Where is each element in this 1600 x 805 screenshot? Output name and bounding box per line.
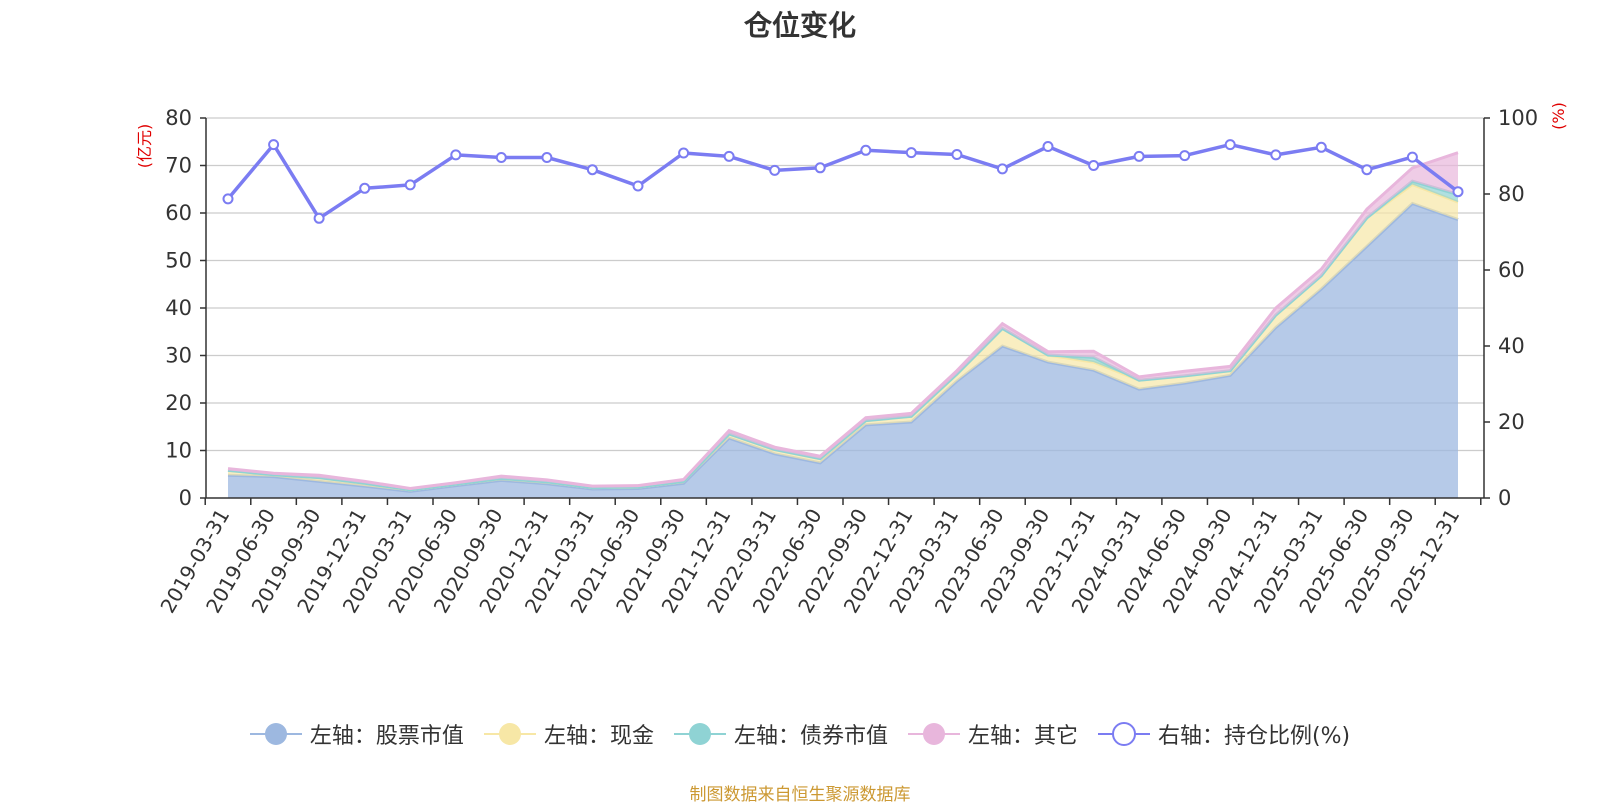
left-tick-label: 80 — [165, 106, 192, 130]
source-note: 制图数据来自恒生聚源数据库 — [689, 785, 911, 805]
ratio-point — [1361, 164, 1373, 176]
left-tick-label: 10 — [165, 439, 192, 463]
ratio-point — [359, 182, 371, 194]
ratio-point — [905, 147, 917, 159]
ratio-point — [1452, 186, 1464, 198]
legend-item-other[interactable]: 左轴：其它 — [907, 718, 1078, 750]
legend-item-bond[interactable]: 左轴：债券市值 — [673, 718, 888, 750]
ratio-point — [222, 193, 234, 205]
left-tick-label: 40 — [165, 296, 192, 320]
ratio-point — [541, 152, 553, 163]
legend-swatch-cash — [483, 723, 536, 745]
ratio-point — [1042, 141, 1054, 152]
left-tick-label: 50 — [165, 249, 192, 273]
right-tick-label: 100 — [1498, 106, 1538, 130]
ratio-point — [586, 164, 598, 176]
ratio-point — [814, 162, 826, 174]
legend-item-stock[interactable]: 左轴：股票市值 — [249, 718, 464, 750]
ratio-point — [1315, 141, 1327, 153]
ratio-point — [268, 139, 280, 151]
ratio-point — [1270, 149, 1282, 161]
chart-legend: 左轴：股票市值 左轴：现金 左轴：债券市值 左轴：其它 右轴：持仓比例(%) — [0, 718, 1600, 750]
ratio-point — [769, 164, 781, 176]
legend-label-ratio: 右轴：持仓比例(%) — [1157, 724, 1351, 749]
left-tick-label: 30 — [165, 344, 192, 368]
ratio-point — [678, 147, 690, 159]
legend-label-bond: 左轴：债券市值 — [733, 724, 888, 749]
ratio-point — [1133, 150, 1145, 162]
legend-swatch-ratio — [1097, 722, 1150, 746]
right-tick-label: 60 — [1498, 258, 1525, 282]
ratio-point — [1088, 160, 1100, 171]
ratio-point — [632, 180, 644, 192]
legend-swatch-other — [907, 723, 960, 745]
right-tick-label: 80 — [1498, 182, 1525, 206]
ratio-point — [951, 149, 963, 160]
ratio-point — [860, 144, 872, 156]
ratio-point — [1224, 139, 1236, 151]
ratio-point — [313, 212, 325, 224]
legend-label-stock: 左轴：股票市值 — [309, 724, 464, 749]
right-tick-label: 40 — [1498, 334, 1525, 358]
ratio-point — [1406, 151, 1418, 163]
left-tick-label: 60 — [165, 201, 192, 225]
left-tick-label: 0 — [179, 486, 192, 510]
chart-title: 仓位变化 — [743, 9, 856, 42]
area-stock — [228, 203, 1458, 498]
legend-item-cash[interactable]: 左轴：现金 — [483, 718, 654, 750]
area-line-other — [227, 151, 1459, 491]
right-tick-label: 0 — [1498, 486, 1511, 510]
legend-swatch-bond — [673, 723, 726, 745]
legend-item-ratio[interactable]: 右轴：持仓比例(%) — [1097, 718, 1351, 750]
ratio-point — [723, 150, 735, 162]
legend-swatch-stock — [249, 723, 302, 745]
legend-label-cash: 左轴：现金 — [543, 724, 654, 749]
left-tick-label: 70 — [165, 154, 192, 178]
ratio-line — [226, 142, 1460, 221]
legend-label-other: 左轴：其它 — [967, 724, 1078, 749]
left-tick-label: 20 — [165, 391, 192, 415]
ratio-point — [1179, 150, 1191, 162]
ratio-point — [404, 179, 416, 191]
right-tick-label: 20 — [1498, 410, 1525, 434]
left-axis-unit: (亿元) — [135, 124, 154, 169]
ratio-point — [495, 152, 507, 163]
ratio-point — [450, 149, 462, 161]
ratio-point — [996, 163, 1008, 175]
right-axis-unit: (%) — [1549, 102, 1568, 130]
